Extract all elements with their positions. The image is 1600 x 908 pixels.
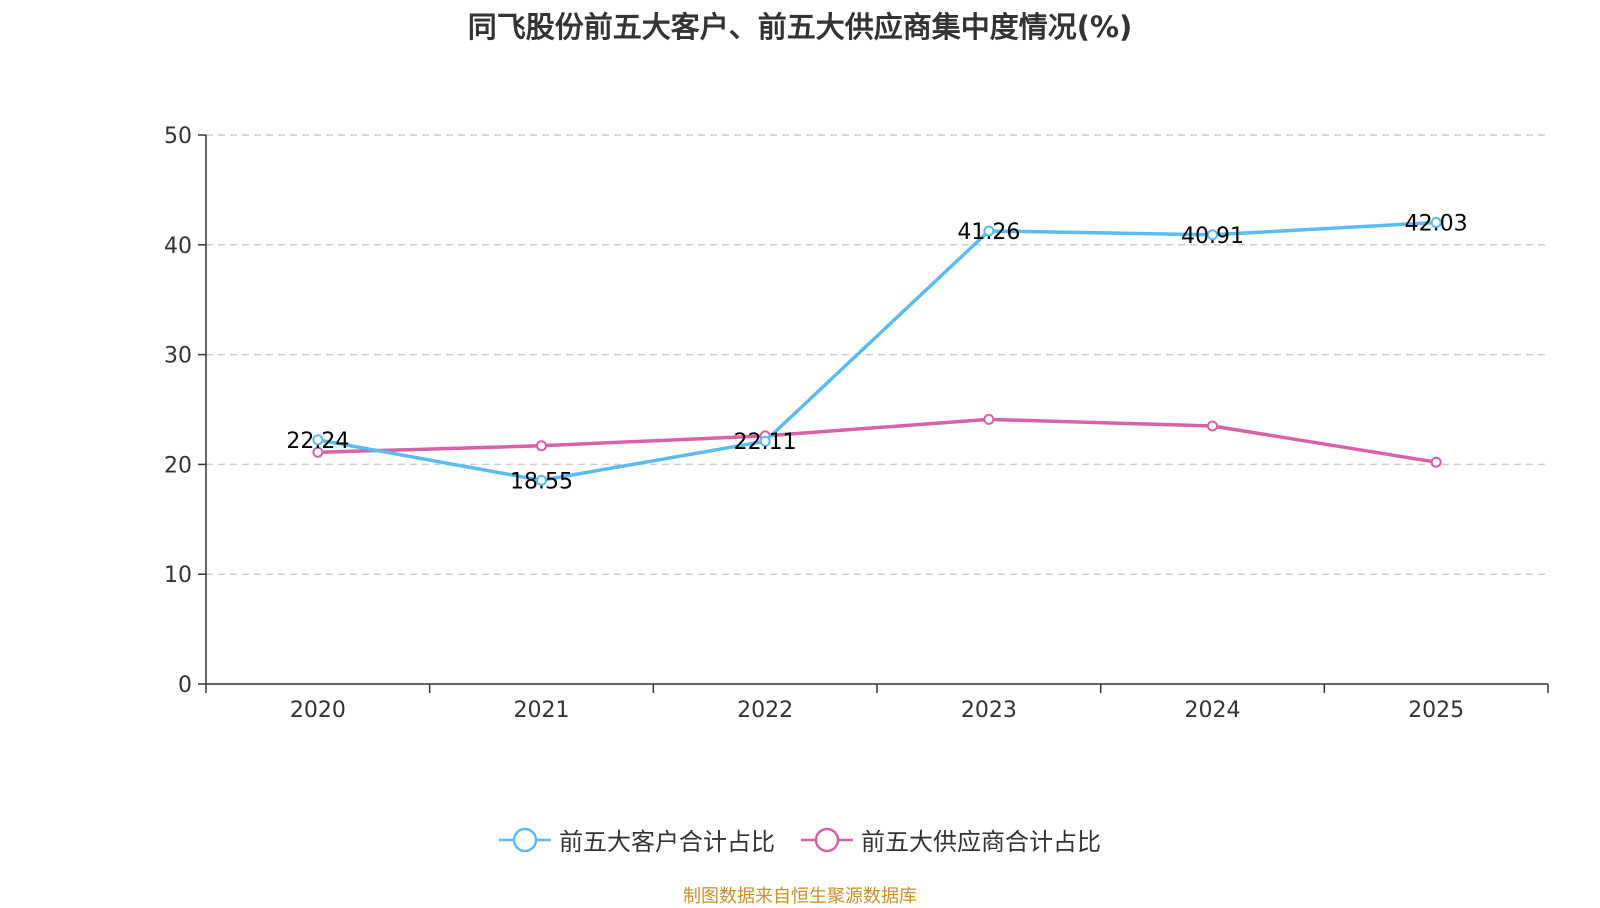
point-suppliers-2021 [536,440,547,452]
x-tick-label-2020: 2020 [290,698,346,723]
source-note: 制图数据来自恒生聚源数据库 [683,886,917,907]
x-tick-label-2024: 2024 [1185,698,1241,723]
grid-lines [206,134,1548,575]
point-customers-2024 [1207,229,1218,241]
y-tick-label-10: 10 [164,563,192,588]
chart-title: 同飞股份前五大客户、前五大供应商集中度情况(%) [467,10,1133,44]
data-label-customers-2023: 41.26 [957,220,1020,245]
legend-marker-suppliers-icon [801,827,853,852]
x-tick-label-2023: 2023 [961,698,1017,723]
y-tick-label-0: 0 [178,673,192,698]
legend-item-customers[interactable]: 前五大客户合计占比 [499,822,775,857]
point-customers-2021 [536,474,547,486]
x-tick-label-2025: 2025 [1408,698,1464,723]
data-label-customers-2021: 18.55 [510,469,573,494]
x-tick-label-2022: 2022 [737,698,793,723]
point-customers-2020 [312,434,324,446]
y-tick-label-30: 30 [164,344,192,369]
legend-item-suppliers[interactable]: 前五大供应商合计占比 [801,822,1101,857]
series-line-suppliers [317,417,1437,464]
point-suppliers-2025 [1430,456,1442,468]
legend: 前五大客户合计占比 前五大供应商合计占比 [0,822,1600,857]
legend-label-suppliers: 前五大供应商合计占比 [861,828,1101,856]
data-label-customers-2025: 42.03 [1405,212,1468,237]
y-tick-label-40: 40 [164,234,192,259]
series-lines [312,217,1442,486]
point-suppliers-2024 [1207,420,1218,432]
point-customers-2023 [983,225,995,237]
axes: 0 10 20 30 40 50 2020 2021 2022 2023 2024 2025 [164,124,1549,723]
legend-label-customers: 前五大客户合计占比 [559,828,775,856]
point-suppliers-2023 [983,413,995,425]
y-tick-label-20: 20 [164,453,192,478]
y-tick-label-50: 50 [164,124,192,149]
data-label-customers-2020: 22.24 [286,429,349,454]
series-line-customers [317,220,1437,483]
data-labels: 22.24 18.55 22.11 41.26 40.91 42.03 [286,212,1467,495]
point-customers-2025 [1430,217,1442,229]
data-label-customers-2024: 40.91 [1181,224,1244,249]
data-label-customers-2022: 22.11 [734,430,797,455]
point-suppliers-2020 [312,446,324,458]
point-customers-2022 [759,435,771,447]
x-tick-label-2021: 2021 [514,698,570,723]
legend-marker-customers-icon [499,827,551,852]
